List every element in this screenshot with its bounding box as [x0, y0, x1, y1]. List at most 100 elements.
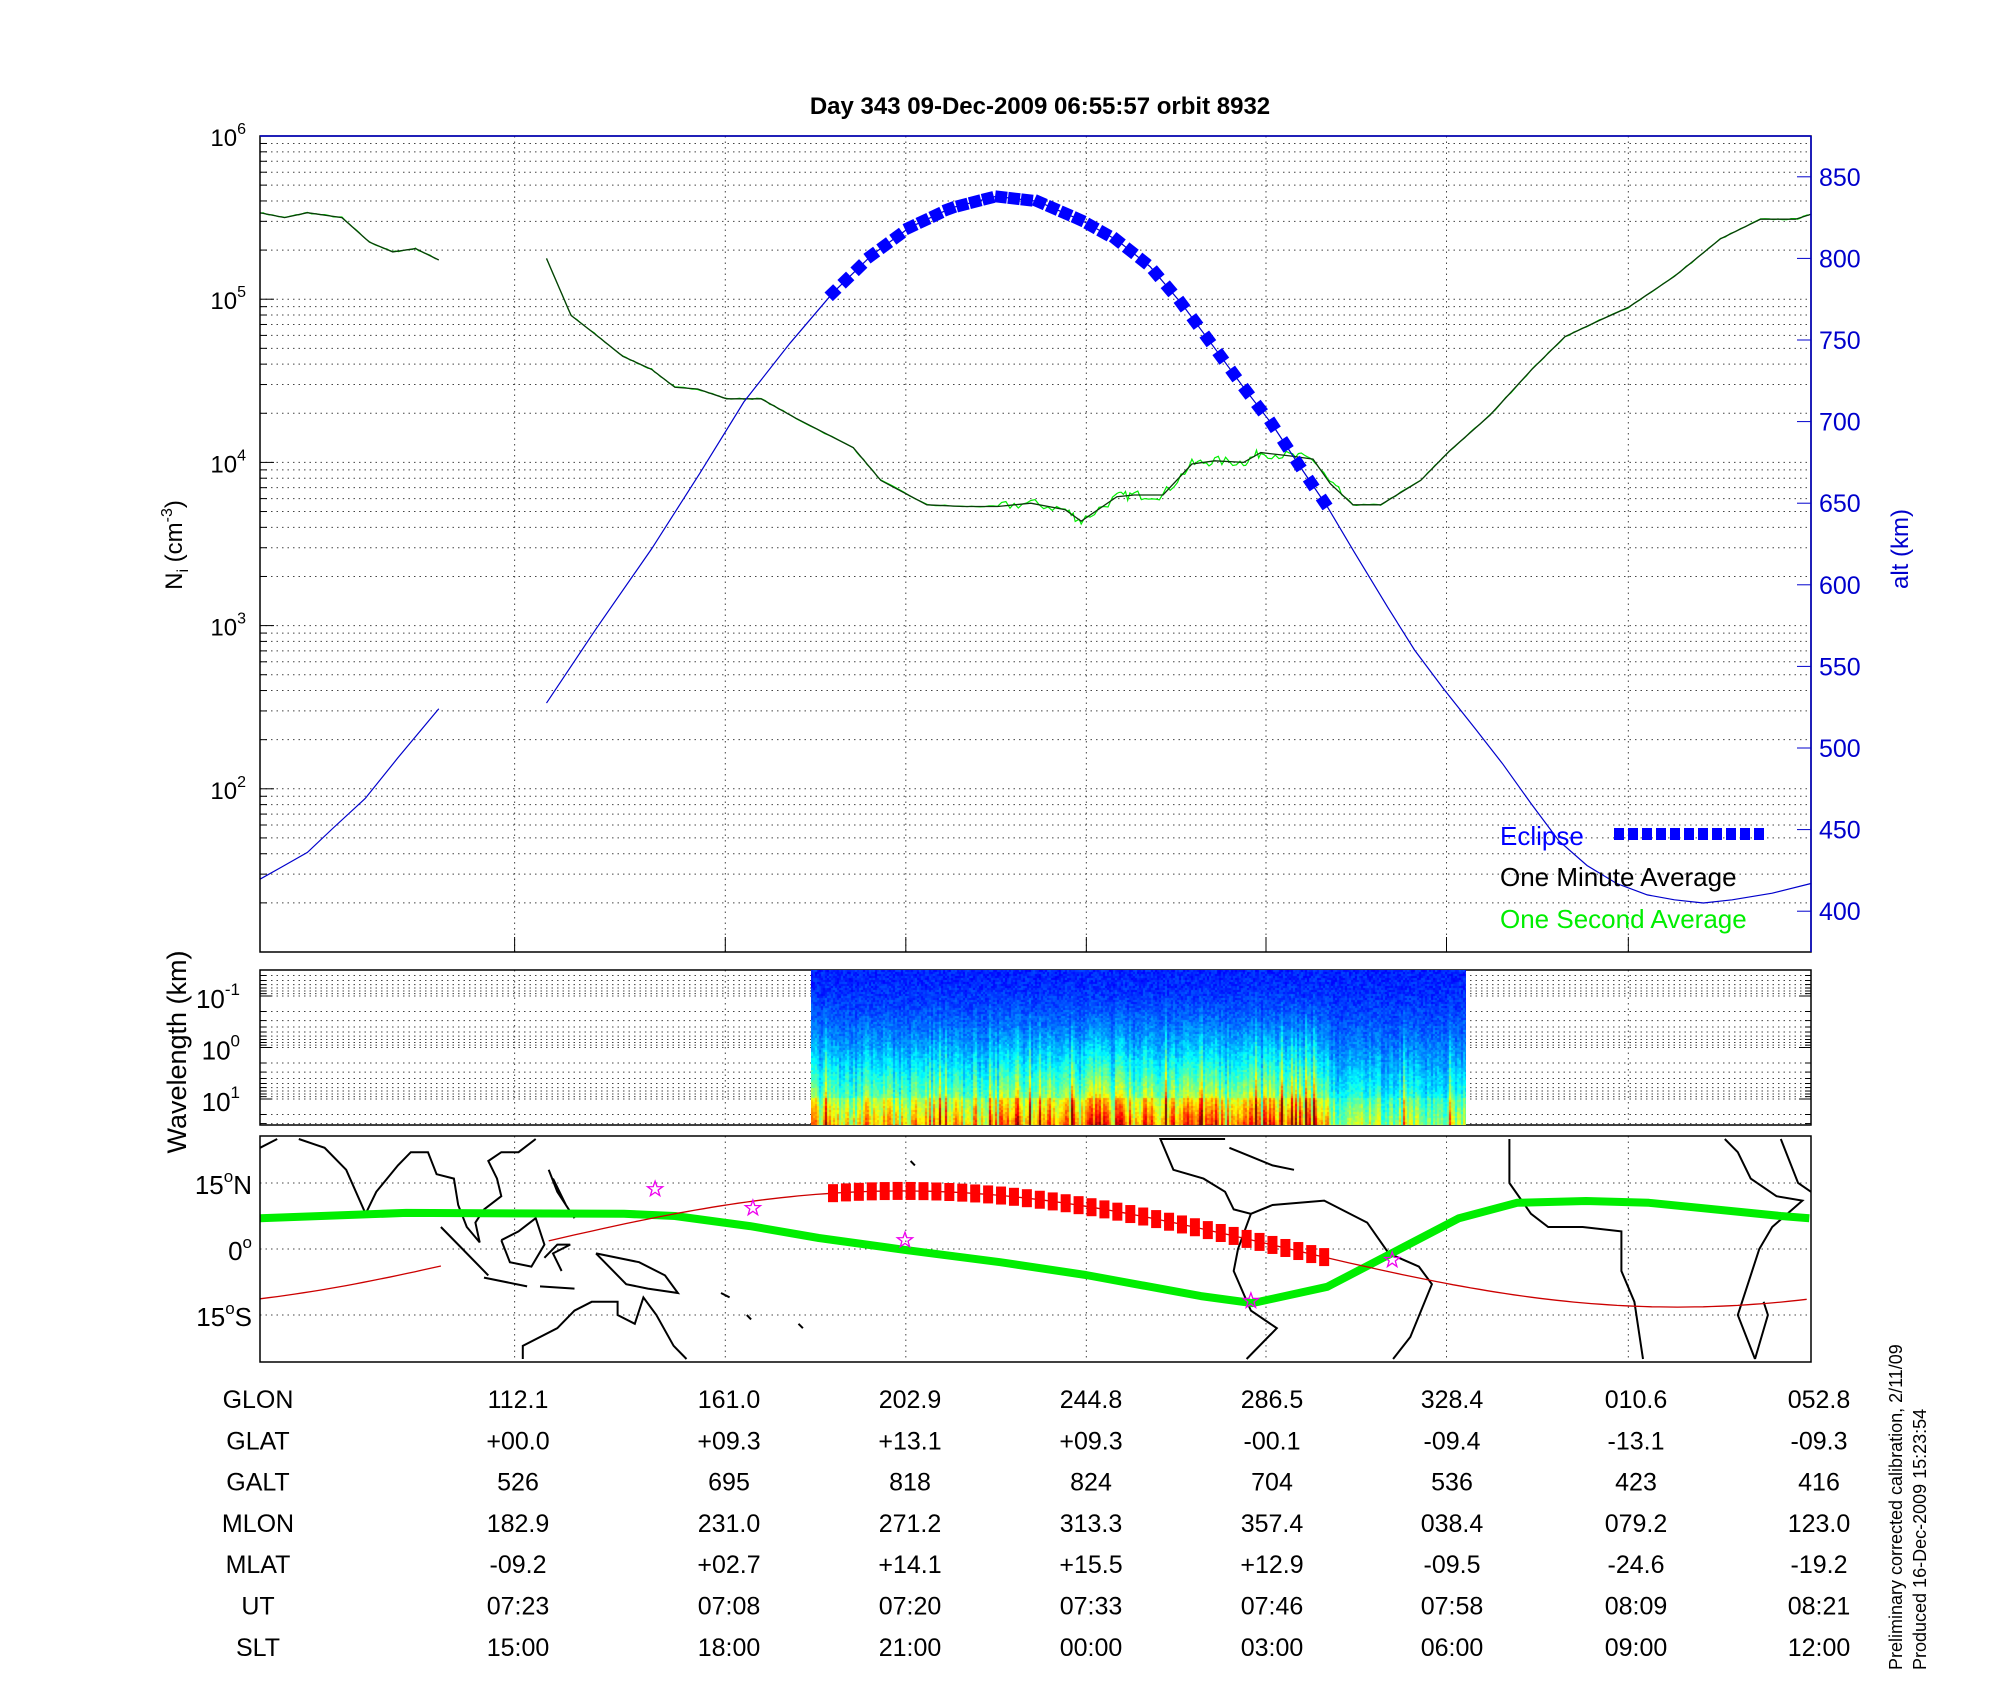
- alt-tick-label: 550: [1819, 653, 1861, 681]
- eclipse-marker: [1302, 474, 1320, 492]
- eclipse-marker: [863, 246, 881, 264]
- coastline: [521, 1295, 688, 1360]
- legend-eclipse-label: Eclipse: [1500, 821, 1584, 851]
- eclipse-marker: [1264, 416, 1281, 434]
- tick-exponent: -1: [225, 980, 240, 999]
- eclipse-marker: [902, 219, 919, 235]
- table-cell: 112.1: [488, 1386, 549, 1414]
- legend: Eclipse One Minute Average One Second Av…: [1500, 821, 1764, 934]
- eclipse-marker: [915, 212, 932, 229]
- wavelength-tick-label: 101: [202, 1083, 240, 1117]
- eclipse-track-marker: [1306, 1245, 1317, 1264]
- dip-equator-line: [259, 1197, 1810, 1308]
- table-cell: 18:00: [698, 1634, 761, 1662]
- table-cell: 052.8: [1788, 1386, 1851, 1414]
- table-cell: 15:00: [487, 1634, 550, 1662]
- table-cell: 038.4: [1421, 1510, 1484, 1538]
- table-cell: +15.5: [1059, 1551, 1122, 1579]
- table-cell: -09.5: [1424, 1551, 1481, 1579]
- eclipse-track-marker: [1086, 1198, 1097, 1217]
- table-cell: 09:00: [1605, 1634, 1668, 1662]
- eclipse-marker: [954, 197, 970, 213]
- map-grid: [260, 1136, 1811, 1362]
- legend-eclipse-square: [1754, 828, 1764, 840]
- table-cell: 12:00: [1788, 1634, 1851, 1662]
- eclipse-marker: [1289, 455, 1307, 473]
- eclipse-track-marker: [1267, 1235, 1278, 1254]
- eclipse-marker: [824, 284, 842, 302]
- degree-symbol: o: [224, 1167, 233, 1186]
- ni-tick-label: 106: [210, 121, 246, 152]
- latitude-tick-label: 15oN: [195, 1167, 252, 1200]
- table-row-label: UT: [241, 1593, 274, 1621]
- altitude-line: [259, 708, 440, 880]
- legend-one-minute-label: One Minute Average: [1500, 862, 1737, 892]
- coastline: [1724, 1138, 1805, 1360]
- coastline: [1508, 1139, 1644, 1360]
- eclipse-track-marker: [1254, 1232, 1265, 1251]
- eclipse-track-marker: [957, 1183, 968, 1202]
- tick-base: 10: [202, 1087, 231, 1117]
- lat-deg: 15: [195, 1170, 224, 1200]
- coastline: [1229, 1146, 1295, 1171]
- eclipse-track-marker: [931, 1182, 942, 1201]
- eclipse-track-marker: [996, 1186, 1007, 1205]
- star-marker: [1241, 1290, 1261, 1310]
- one-minute-average-line: [545, 213, 1812, 522]
- table-cell: 08:21: [1788, 1593, 1851, 1621]
- table-cell: +09.3: [1059, 1427, 1122, 1455]
- eclipse-marker: [1238, 382, 1256, 400]
- star-marker: [1382, 1250, 1402, 1269]
- legend-eclipse-square: [1656, 828, 1666, 840]
- eclipse-marker: [876, 237, 894, 255]
- alt-axis-label: alt (km): [1887, 509, 1914, 589]
- eclipse-track-marker: [1125, 1205, 1136, 1224]
- eclipse-marker: [1083, 217, 1100, 235]
- table-cell: 21:00: [879, 1634, 942, 1662]
- table-cell: 161.0: [698, 1386, 761, 1414]
- table-cell: -24.6: [1608, 1551, 1665, 1579]
- legend-eclipse-square: [1670, 828, 1680, 840]
- coastline: [440, 1226, 490, 1277]
- table-cell: 07:08: [698, 1593, 761, 1621]
- eclipse-marker: [1070, 211, 1087, 228]
- lat-deg: 15: [196, 1302, 225, 1332]
- density-altitude-panel: 1061051041031028508007507006506005505004…: [159, 121, 1914, 953]
- eclipse-marker: [1251, 399, 1268, 417]
- eclipse-track-marker: [1047, 1192, 1058, 1211]
- table-cell: 244.8: [1060, 1386, 1123, 1414]
- alt-tick-label: 600: [1819, 572, 1861, 600]
- eclipse-track-marker: [1034, 1190, 1045, 1209]
- table-cell: -13.1: [1608, 1427, 1665, 1455]
- table-cell: 423: [1615, 1469, 1657, 1497]
- table-cell: +13.1: [878, 1427, 941, 1455]
- ni-tick-label: 105: [210, 284, 246, 315]
- eclipse-track-marker: [918, 1182, 929, 1201]
- legend-eclipse-square: [1740, 828, 1750, 840]
- coastline: [1232, 1213, 1279, 1360]
- eclipse-marker: [837, 271, 855, 289]
- eclipse-marker: [1173, 295, 1191, 313]
- tick-base: 10: [210, 288, 237, 315]
- eclipse-track-marker: [1112, 1202, 1123, 1221]
- coastline: [1754, 1301, 1769, 1360]
- table-cell: 536: [1431, 1469, 1473, 1497]
- table-row-label: SLT: [236, 1634, 280, 1662]
- ground-track-line: [259, 1265, 442, 1300]
- eclipse-track-marker: [905, 1181, 916, 1200]
- top-data: [259, 190, 1812, 904]
- star-marker: [743, 1198, 763, 1217]
- tick-base: 10: [210, 125, 237, 152]
- degree-symbol: o: [225, 1299, 234, 1318]
- table-cell: 07:23: [487, 1593, 550, 1621]
- eclipse-marker: [1096, 225, 1113, 242]
- wavelength-axis-label: Wavelength (km): [162, 950, 192, 1153]
- lat-hemi: N: [233, 1170, 252, 1200]
- coastline: [298, 1138, 537, 1244]
- eclipse-marker: [1147, 265, 1165, 283]
- table-cell: 079.2: [1605, 1510, 1668, 1538]
- eclipse-track-marker: [983, 1185, 994, 1204]
- eclipse-track-marker: [879, 1182, 890, 1201]
